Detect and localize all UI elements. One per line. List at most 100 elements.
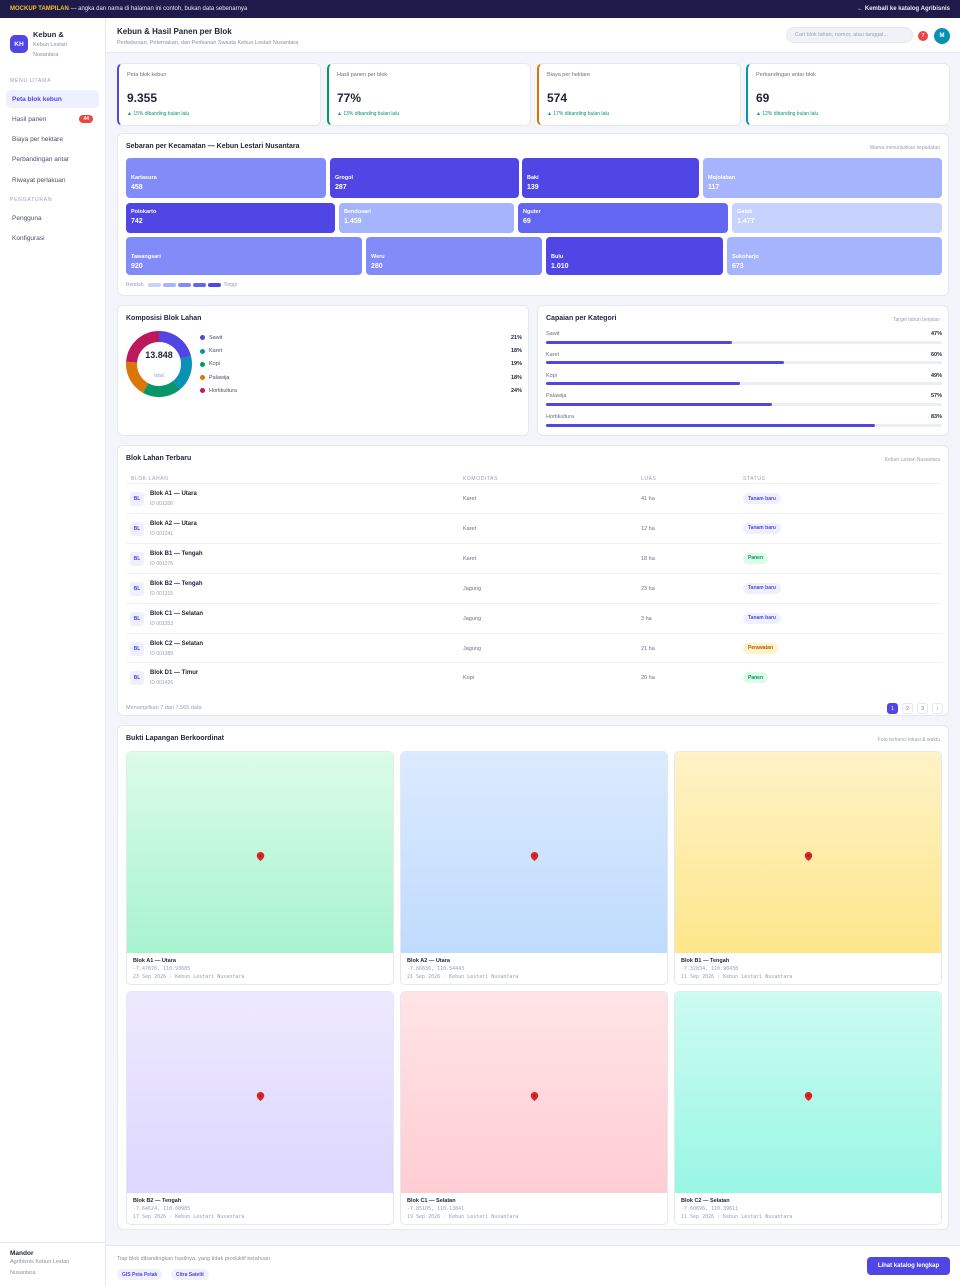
sidebar-item-label: Pengguna [12, 214, 42, 222]
progress-fill [546, 423, 875, 427]
back-to-catalog-link[interactable]: ← Kembali ke katalog Agribisnis [857, 6, 950, 12]
sidebar-item-riwayat[interactable]: Riwayat perlakuan [6, 171, 99, 189]
user-role: Mandor [10, 1250, 34, 1257]
field-photo-card[interactable]: Blok C1 — Selatan -7.85105, 110.13841 19 S… [400, 991, 668, 1225]
area-cell: 18 ha [641, 555, 655, 562]
achievement-percent: 57% [930, 393, 942, 400]
field-photo-card[interactable]: Blok B2 — Tengah -7.64624, 110.60985 17 Se… [126, 991, 394, 1225]
treemap-cell[interactable]: Mojolaban 117 [703, 158, 942, 198]
donut-total-label: total [154, 373, 164, 379]
sidebar-item-konfigurasi[interactable]: Konfigurasi [6, 230, 99, 248]
treemap-cell[interactable]: Kartasura 458 [126, 158, 326, 198]
legend-percent: 21% [510, 334, 522, 341]
table-row[interactable]: BL Blok B2 — Tengah ID 001315 Jagung 23 ha Ta… [126, 572, 942, 603]
progress-track [546, 423, 942, 427]
table-row[interactable]: BL Blok C1 — Selatan ID 001353 Jagung 3 ha Ta… [126, 602, 942, 633]
evidence-note: Foto terkunci lokasi & waktu [877, 737, 940, 743]
treemap-cell[interactable]: Sukoharjo 673 [727, 237, 942, 275]
legend-percent: 18% [510, 374, 522, 381]
table-row[interactable]: BL Blok C2 — Selatan ID 001389 Jagung 21 ha P… [126, 632, 942, 663]
page-subtitle: Perkebunan, Peternakan, dan Perikanan Sw… [117, 40, 299, 46]
photo-title: Blok C2 — Selatan [681, 1198, 730, 1204]
treemap-cell-name: Baki [527, 175, 539, 181]
treemap-cell[interactable]: Weru 280 [366, 237, 542, 275]
treemap-cell[interactable]: Grogol 287 [330, 158, 519, 198]
table-row[interactable]: BL Blok B1 — Tengah ID 001276 Karet 18 ha Pan… [126, 542, 942, 573]
tech-chip: GIS Peta Petak [117, 1269, 163, 1280]
brand-logo[interactable]: KH [10, 35, 28, 53]
photo-meta: 11 Sep 2026 · Kebun Lestari Nusantara [681, 1214, 793, 1220]
commodity-cell: Jagung [463, 585, 482, 592]
sidebar-item-hasil-panen[interactable]: Hasil panen 44 [6, 110, 99, 128]
kpi-card-hasil-panen[interactable]: Hasil panen per blok 77% ▲ 13% dibanding… [327, 63, 531, 126]
legend-swatch [147, 283, 161, 287]
sidebar-user: Mandor Agribisnis Kebun Lestari Nusantar… [0, 1242, 106, 1286]
donut-slice-kopi[interactable] [126, 331, 192, 397]
photo-title: Blok A1 — Utara [133, 958, 176, 964]
brand-title: Kebun & [33, 30, 64, 39]
notification-badge[interactable]: 7 [918, 31, 928, 41]
treemap-cell[interactable]: Nguter 69 [518, 203, 728, 233]
block-icon: BL [130, 521, 144, 536]
treemap-title: Sebaran per Kecamatan — Kebun Lestari Nu… [126, 143, 300, 150]
treemap-cell-value: 69 [523, 218, 531, 225]
density-legend: Rendah Tinggi [126, 282, 237, 288]
photo-title: Blok B2 — Tengah [133, 1198, 182, 1204]
progress-fill [546, 402, 772, 406]
kpi-delta: ▲ 17% dibanding bulan lalu [547, 111, 610, 117]
treemap-cell[interactable]: Bulu 1.010 [546, 237, 723, 275]
progress-fill [546, 361, 784, 365]
donut-slice-palawija[interactable] [126, 331, 192, 397]
page-button-3[interactable]: 3 [917, 703, 928, 714]
block-name: Blok C2 — Selatan [150, 640, 204, 647]
page-button-2[interactable]: 2 [902, 703, 913, 714]
achievement-title: Capaian per Kategori [546, 315, 617, 322]
user-org-2: Nusantara [10, 1269, 36, 1276]
table-row[interactable]: BL Blok A1 — Utara ID 001206 Karet 41 ha Tana… [126, 483, 942, 513]
block-id: ID 001206 [150, 501, 174, 507]
treemap-cell[interactable]: Tawangsari 920 [126, 237, 362, 275]
next-page-button[interactable]: › [932, 703, 943, 714]
sidebar-section-main: MENU UTAMA [10, 78, 52, 84]
kpi-card-biaya[interactable]: Biaya per hektare 574 ▲ 17% dibanding bu… [537, 63, 741, 126]
view-catalog-button[interactable]: Lihat katalog lengkap [867, 1257, 950, 1275]
kpi-card-peta-blok[interactable]: Peta blok kebun 9.355 ▲ 15% dibanding bu… [117, 63, 321, 126]
avatar[interactable]: M [934, 28, 950, 44]
photo-title: Blok A2 — Utara [407, 958, 450, 964]
footer-note: Tiap blok dibandingkan hasilnya, yang ti… [117, 1256, 270, 1262]
progress-track [546, 382, 942, 386]
treemap-cell[interactable]: Bendosari 1.459 [339, 203, 514, 233]
sidebar-item-biaya[interactable]: Biaya per hektare [6, 131, 99, 149]
sidebar-item-perbandingan[interactable]: Perbandingan antar [6, 151, 99, 169]
treemap-cell[interactable]: Baki 139 [522, 158, 699, 198]
kpi-card-perbandingan[interactable]: Perbandingan antar blok 69 ▲ 12% dibandi… [746, 63, 950, 126]
area-cell: 20 ha [641, 675, 655, 682]
treemap-cell-name: Bulu [551, 254, 564, 260]
block-name: Blok B2 — Tengah [150, 580, 203, 587]
field-photo-card[interactable]: Blok A2 — Utara -7.66636, 110.54443 21 Sep… [400, 751, 668, 985]
treemap-cell-name: Weru [371, 254, 385, 260]
sidebar-item-label: Konfigurasi [12, 235, 45, 243]
area-cell: 12 ha [641, 525, 655, 532]
donut-slice-karet[interactable] [126, 331, 192, 397]
legend-dot [200, 388, 205, 394]
area-cell: 3 ha [641, 615, 652, 622]
page-button-1[interactable]: 1 [887, 703, 898, 714]
legend-swatch [207, 283, 221, 287]
evidence-title: Bukti Lapangan Berkoordinat [126, 735, 225, 742]
table-summary: Menampilkan 7 dari 7.565 data [126, 705, 202, 711]
legend-percent: 24% [510, 387, 522, 394]
table-row[interactable]: BL Blok A2 — Utara ID 001241 Karet 12 ha Tana… [126, 512, 942, 543]
table-row[interactable]: BL Blok D1 — Timur ID 001426 Kopi 20 ha Panen [126, 662, 942, 692]
sidebar-item-pengguna[interactable]: Pengguna [6, 209, 99, 227]
treemap-cell[interactable]: Polokarto 742 [126, 203, 335, 233]
treemap-cell[interactable]: Gatak 1.477 [732, 203, 942, 233]
field-photo-card[interactable]: Blok B1 — Tengah -7.32834, 110.90438 11 Se… [674, 751, 942, 985]
field-photo-card[interactable]: Blok C2 — Selatan -7.60696, 110.39611 11 S… [674, 991, 942, 1225]
donut-slice-hortikultura[interactable] [126, 331, 192, 397]
search-input[interactable] [786, 27, 913, 43]
photo-coordinates: -7.32834, 110.90438 [681, 966, 739, 972]
recent-blocks-card: Blok Lahan Terbaru Kebun Lestari Nusanta… [117, 445, 949, 716]
sidebar-item-peta-blok[interactable]: Peta blok kebun [6, 90, 99, 108]
field-photo-card[interactable]: Blok A1 — Utara -7.47870, 110.93685 23 Sep… [126, 751, 394, 985]
